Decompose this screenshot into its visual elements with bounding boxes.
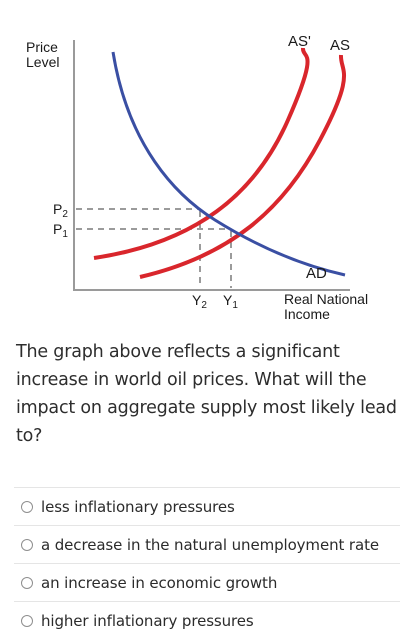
as-label: AS <box>330 37 350 54</box>
p1-subscript: 1 <box>62 229 68 240</box>
ad-label: AD <box>306 265 327 282</box>
p1-tick-label: P1 <box>53 221 68 240</box>
y-axis-title: Price Level <box>26 39 62 70</box>
y2-letter: Y <box>192 292 202 308</box>
as-curve <box>139 54 347 279</box>
p2-tick-label: P2 <box>53 201 68 220</box>
as-prime-label: AS' <box>288 33 311 50</box>
y-axis-title-line1: Price <box>26 39 58 55</box>
p2-subscript: 2 <box>62 209 68 220</box>
x-axis-title-line2: Income <box>284 306 330 322</box>
ad-curve <box>111 51 346 277</box>
p2-letter: P <box>53 201 62 217</box>
y2-subscript: 2 <box>201 300 207 311</box>
x-axis-title-line1: Real National <box>284 291 368 307</box>
radio-button[interactable] <box>21 538 33 551</box>
x-axis-title: Real National Income <box>284 291 372 322</box>
radio-button[interactable] <box>21 614 33 627</box>
option-increase-growth[interactable]: an increase in economic growth <box>14 563 400 601</box>
option-label: a decrease in the natural unemployment r… <box>41 535 379 554</box>
option-label: higher inflationary pressures <box>41 611 254 630</box>
as-ad-graph-svg: AS' AS AD Price Level Real National Inco… <box>26 33 372 322</box>
option-decrease-unemployment[interactable]: a decrease in the natural unemployment r… <box>14 525 400 563</box>
option-label: an increase in economic growth <box>41 573 278 592</box>
option-label: less inflationary pressures <box>41 497 235 516</box>
radio-button[interactable] <box>21 500 33 513</box>
answer-options: less inflationary pressures a decrease i… <box>14 487 400 637</box>
y1-tick-label: Y1 <box>223 292 238 311</box>
y2-tick-label: Y2 <box>192 292 207 311</box>
y-axis-title-line2: Level <box>26 54 59 70</box>
option-higher-inflationary[interactable]: higher inflationary pressures <box>14 601 400 637</box>
p1-letter: P <box>53 221 62 237</box>
radio-button[interactable] <box>21 576 33 589</box>
as-prime-curve <box>93 47 310 260</box>
y1-subscript: 1 <box>232 300 238 311</box>
question-text: The graph above reflects a significant i… <box>16 342 397 446</box>
option-less-inflationary[interactable]: less inflationary pressures <box>14 487 400 525</box>
as-ad-graph: AS' AS AD Price Level Real National Inco… <box>26 33 372 322</box>
y1-letter: Y <box>223 292 233 308</box>
